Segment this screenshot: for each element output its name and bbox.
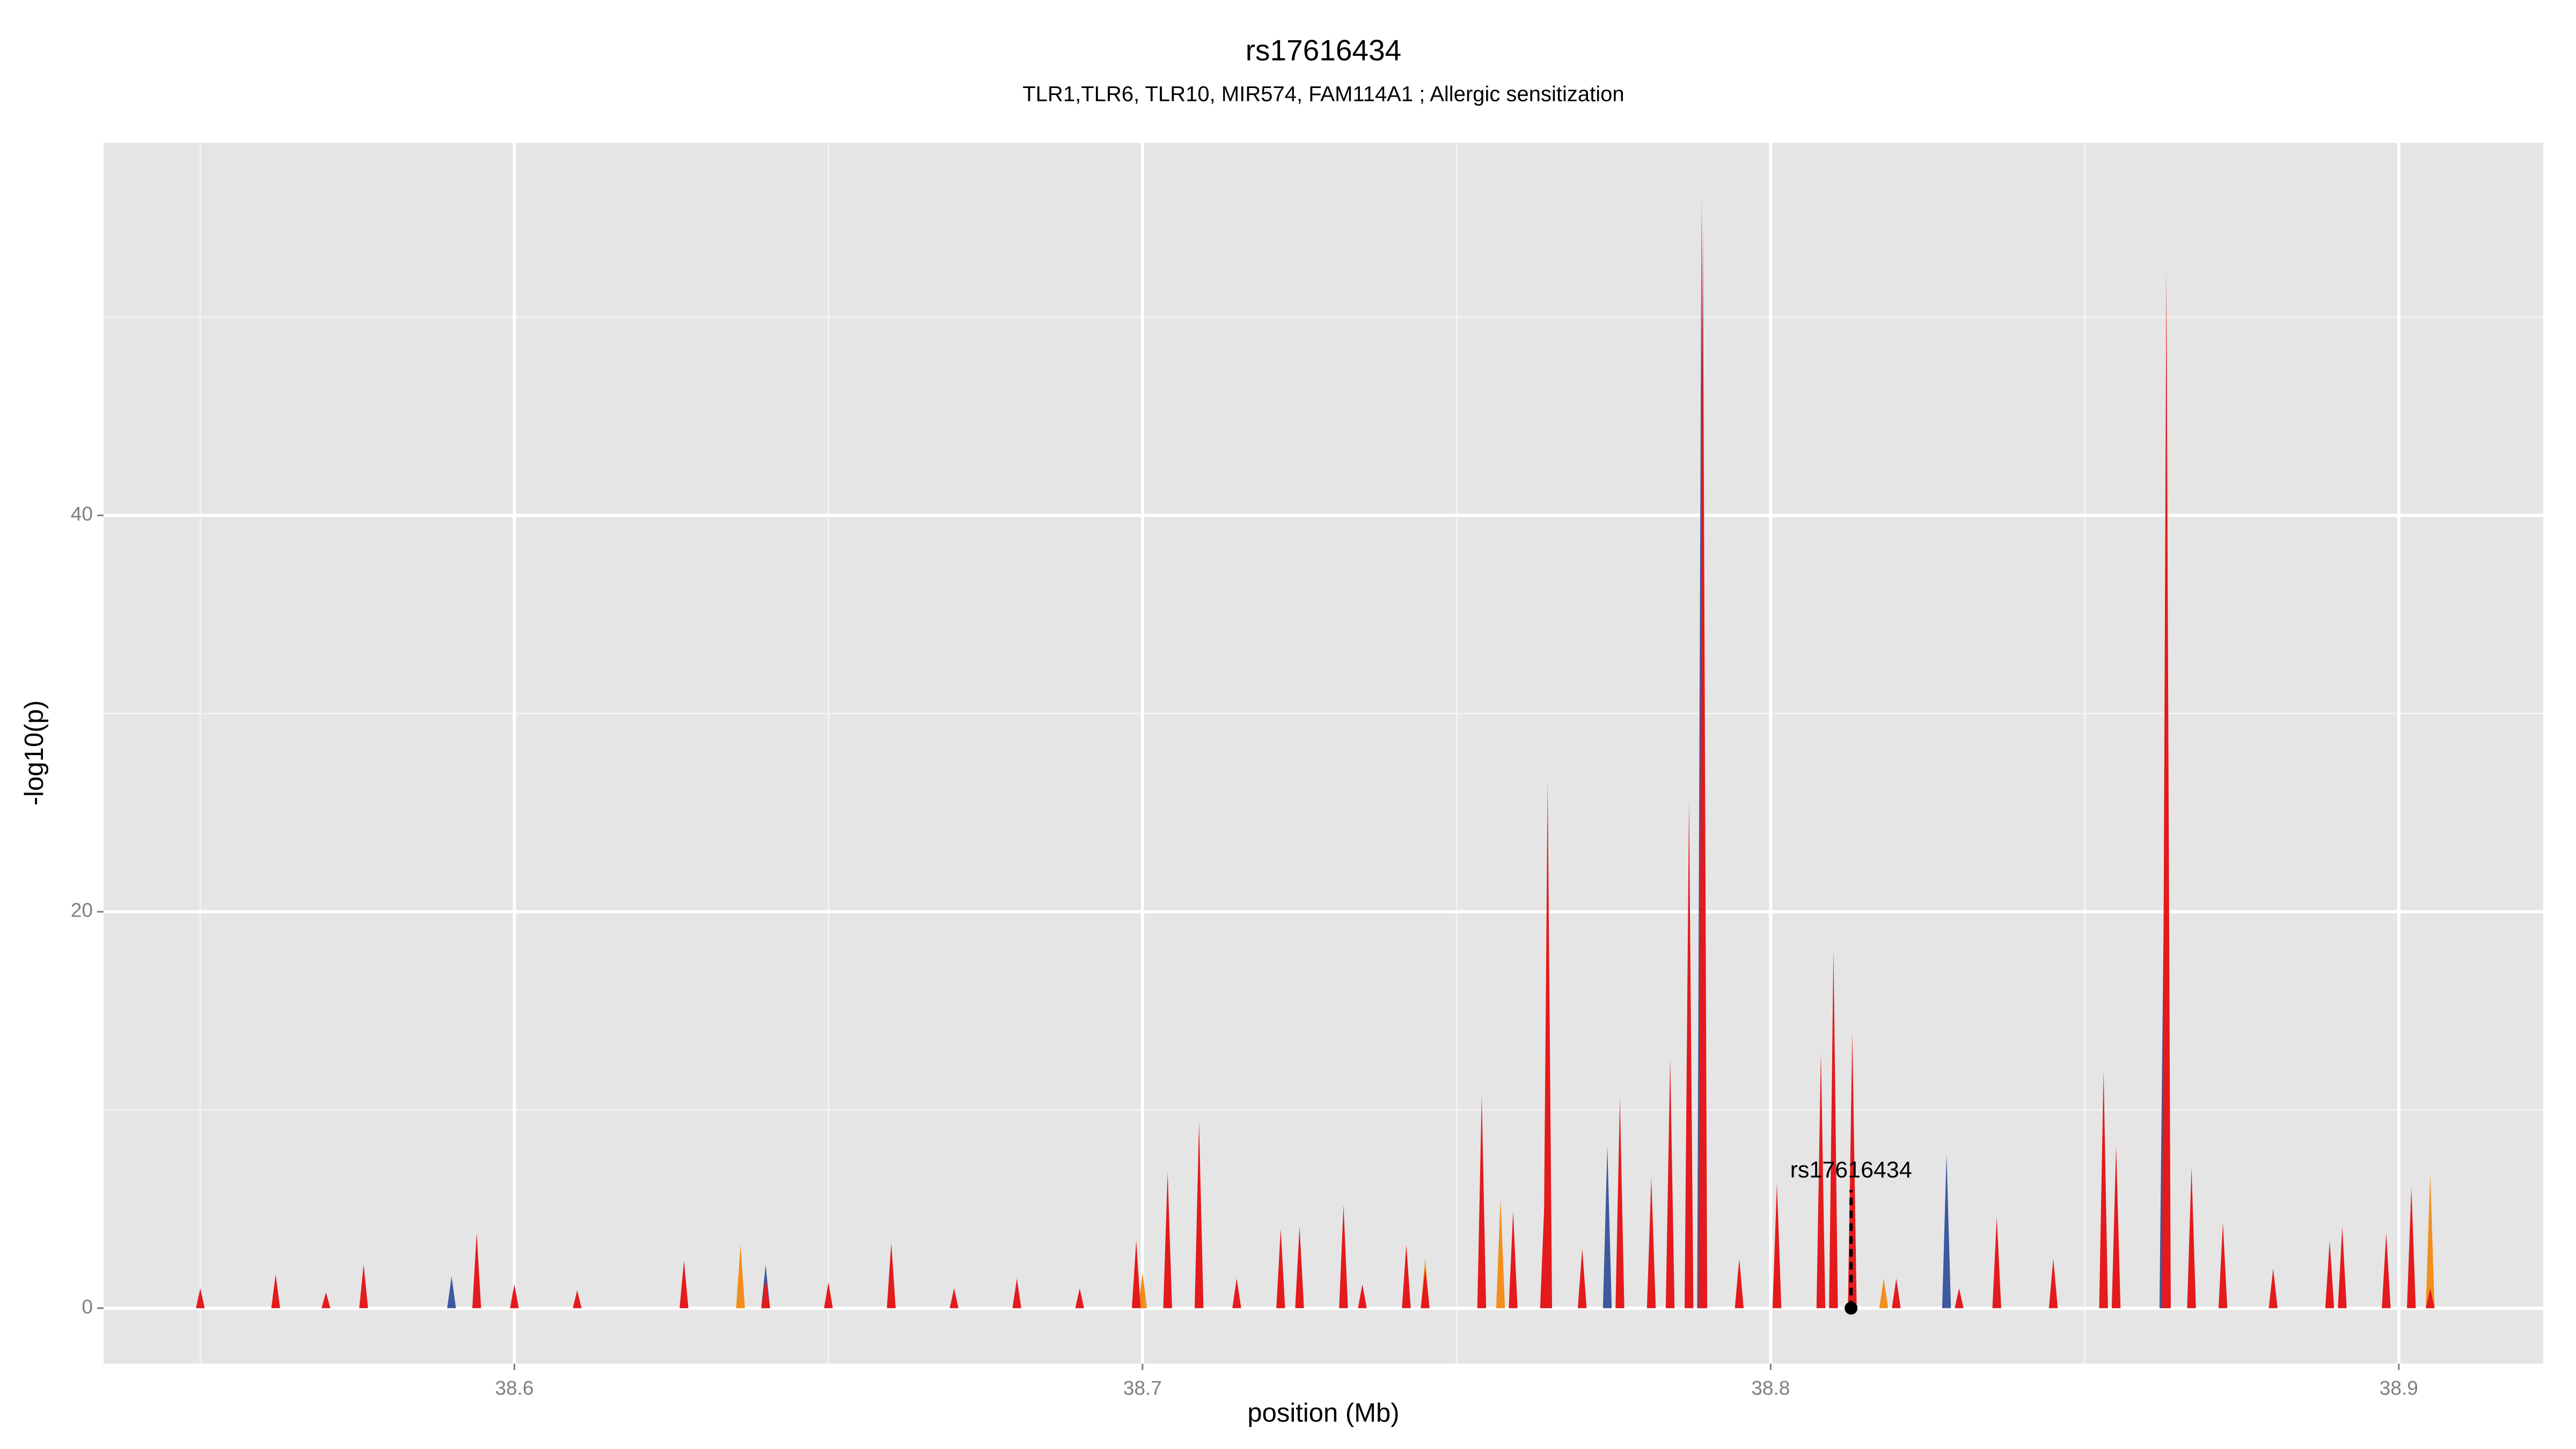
x-tick-label: 38.6 <box>495 1377 533 1399</box>
spike <box>1829 949 1838 1308</box>
spike <box>1358 1284 1367 1308</box>
spike <box>1602 1145 1612 1308</box>
spike <box>447 1276 456 1308</box>
spike <box>1942 1153 1951 1308</box>
spike <box>1578 1248 1587 1308</box>
spike <box>1543 781 1553 1308</box>
spike <box>1955 1288 1964 1308</box>
spike <box>359 1264 368 1308</box>
spike <box>2187 1167 2196 1308</box>
spike <box>1879 1278 1889 1308</box>
spike <box>1509 1211 1518 1308</box>
spike <box>1421 1268 1430 1308</box>
spike <box>1339 1205 1348 1308</box>
spike <box>321 1292 331 1308</box>
plot-panel <box>104 143 2543 1364</box>
spike <box>736 1245 745 1308</box>
x-axis-title: position (Mb) <box>1247 1399 1399 1428</box>
spike <box>2382 1233 2391 1308</box>
spike <box>1163 1171 1172 1308</box>
x-tick-label: 38.8 <box>1751 1377 1790 1399</box>
spike <box>2268 1268 2278 1308</box>
spike <box>1816 1052 1826 1308</box>
spike <box>949 1288 958 1308</box>
spike <box>761 1278 770 1308</box>
y-tick-label: 20 <box>71 899 93 921</box>
spike <box>1075 1288 1085 1308</box>
spike <box>2426 1173 2435 1308</box>
spike <box>887 1242 896 1308</box>
annotation-point <box>1845 1301 1858 1315</box>
spike <box>2407 1187 2416 1308</box>
spike <box>271 1274 280 1308</box>
x-tick-label: 38.9 <box>2380 1377 2418 1399</box>
spike <box>2426 1288 2435 1308</box>
spike <box>1276 1228 1285 1308</box>
spike <box>1992 1217 2001 1308</box>
spike <box>1772 1183 1782 1308</box>
spike <box>1698 218 1708 1308</box>
spike <box>1138 1272 1147 1308</box>
y-tick-label: 0 <box>82 1296 93 1318</box>
spike <box>1295 1227 1304 1308</box>
spike <box>2099 1070 2108 1308</box>
chart-subtitle: TLR1,TLR6, TLR10, MIR574, FAM114A1 ; All… <box>1022 83 1624 106</box>
spike <box>2111 1145 2121 1308</box>
spike <box>1232 1278 1241 1308</box>
spike <box>196 1288 205 1308</box>
spike <box>1646 1177 1656 1308</box>
spike <box>510 1284 519 1308</box>
spike <box>679 1260 689 1308</box>
spike <box>573 1290 582 1308</box>
spike <box>1892 1278 1901 1308</box>
chart-title: rs17616434 <box>1246 34 1402 67</box>
spike <box>2325 1241 2334 1308</box>
spike <box>1735 1258 1744 1308</box>
spike <box>1477 1096 1487 1308</box>
spike <box>2338 1227 2347 1308</box>
spike <box>1132 1241 1141 1308</box>
spike <box>1685 801 1694 1308</box>
spike <box>2218 1223 2228 1308</box>
spike <box>1665 1058 1675 1308</box>
annotation-label: rs17616434 <box>1790 1157 1912 1183</box>
spike <box>472 1233 481 1308</box>
spike <box>1012 1278 1022 1308</box>
spike <box>1402 1245 1411 1308</box>
spike <box>1615 1098 1624 1308</box>
spike <box>1195 1122 1204 1308</box>
spike <box>2162 269 2171 1308</box>
spike <box>2048 1258 2058 1308</box>
spike <box>824 1282 833 1308</box>
x-tick-label: 38.7 <box>1123 1377 1162 1399</box>
spike <box>1496 1199 1505 1308</box>
y-tick-label: 40 <box>71 503 93 525</box>
y-axis-title: -log10(p) <box>20 700 49 806</box>
